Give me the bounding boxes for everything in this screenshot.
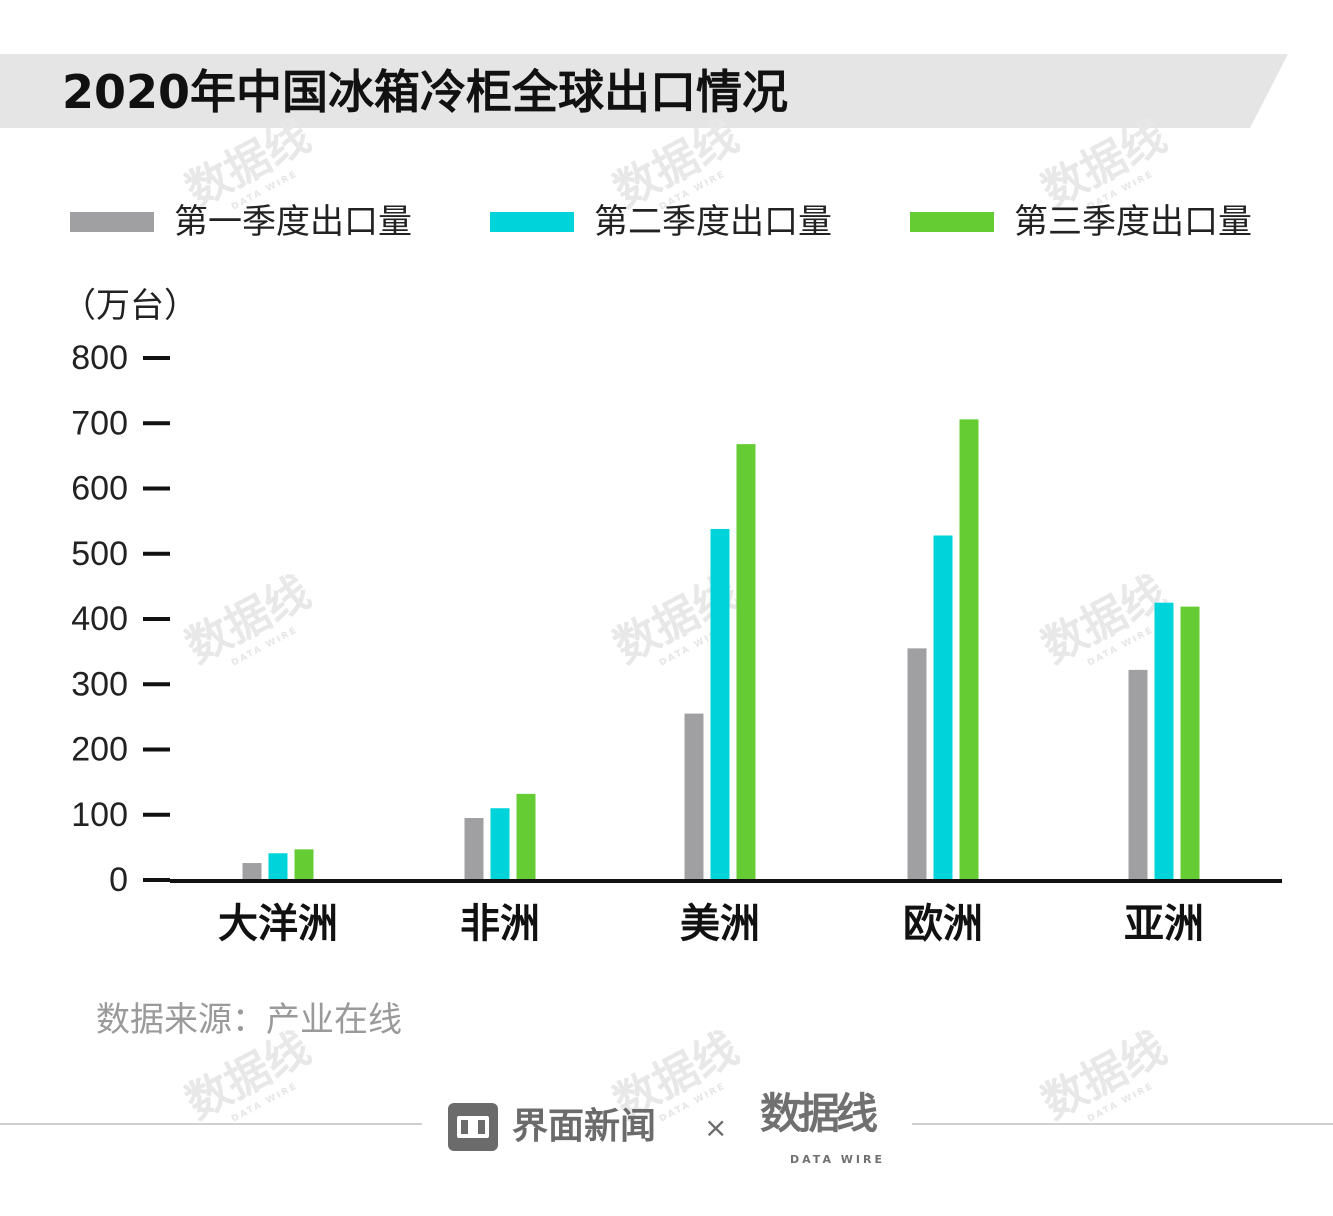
bar bbox=[1154, 602, 1174, 880]
bar bbox=[710, 528, 730, 880]
bar bbox=[933, 535, 953, 880]
title-band bbox=[0, 54, 1288, 128]
footer-partner-sub: DATA WIRE bbox=[790, 1153, 885, 1166]
footer-divider-left bbox=[0, 1123, 422, 1125]
bar bbox=[959, 419, 979, 880]
legend-swatch bbox=[70, 212, 154, 232]
bar bbox=[907, 648, 927, 880]
footer-brand: 界面新闻 bbox=[512, 1106, 657, 1147]
y-tick bbox=[143, 812, 170, 817]
page-title: 2020年中国冰箱冷柜全球出口情况 bbox=[62, 65, 789, 119]
bar bbox=[1180, 606, 1200, 880]
y-tick-label: 500 bbox=[71, 535, 128, 573]
y-tick-label: 600 bbox=[71, 470, 128, 508]
bar bbox=[1128, 669, 1148, 880]
x-axis-line bbox=[170, 879, 1282, 883]
y-tick bbox=[143, 356, 170, 360]
y-axis-unit-label: （万台） bbox=[62, 286, 198, 326]
bar bbox=[268, 853, 288, 880]
bar bbox=[516, 793, 536, 880]
y-axis: 0 100 200 300 400 500 600 700 800 bbox=[71, 339, 170, 899]
x-category-label: 大洋洲 bbox=[218, 901, 338, 947]
y-tick bbox=[143, 682, 170, 687]
y-tick bbox=[143, 421, 170, 426]
bar bbox=[464, 818, 484, 880]
footer-divider-right bbox=[912, 1123, 1333, 1125]
footer-partner-logo: 数据线 bbox=[760, 1089, 878, 1138]
x-axis: 大洋洲 非洲 美洲 欧洲 亚洲 bbox=[170, 879, 1282, 947]
x-category-label: 欧洲 bbox=[903, 901, 983, 947]
bar bbox=[242, 863, 262, 880]
y-tick-label: 300 bbox=[71, 665, 128, 703]
legend-swatch bbox=[490, 212, 574, 232]
footer-times-sign: × bbox=[704, 1111, 728, 1144]
y-tick bbox=[143, 486, 170, 491]
legend-label: 第三季度出口量 bbox=[1014, 202, 1252, 242]
bar bbox=[490, 808, 510, 880]
jiemian-logo-icon bbox=[448, 1103, 498, 1151]
y-tick-label: 200 bbox=[71, 731, 128, 769]
bar bbox=[294, 849, 314, 880]
y-tick bbox=[143, 747, 170, 752]
legend-label: 第一季度出口量 bbox=[174, 202, 412, 242]
x-category-label: 亚洲 bbox=[1124, 901, 1204, 947]
y-tick-label: 800 bbox=[71, 339, 128, 377]
legend-label: 第二季度出口量 bbox=[594, 202, 832, 242]
source-note: 数据来源：产业在线 bbox=[96, 1000, 402, 1040]
x-category-label: 非洲 bbox=[460, 901, 540, 947]
y-tick-label: 400 bbox=[71, 600, 128, 638]
legend-swatch bbox=[910, 212, 994, 232]
bars bbox=[242, 419, 1200, 880]
x-category-label: 美洲 bbox=[680, 901, 760, 947]
bar bbox=[736, 444, 756, 880]
y-tick bbox=[143, 551, 170, 556]
y-tick bbox=[143, 878, 170, 882]
y-tick-label: 100 bbox=[71, 796, 128, 834]
bar bbox=[684, 713, 704, 880]
y-tick-label: 700 bbox=[71, 404, 128, 442]
y-tick-label: 0 bbox=[109, 861, 128, 899]
y-tick bbox=[143, 617, 170, 621]
